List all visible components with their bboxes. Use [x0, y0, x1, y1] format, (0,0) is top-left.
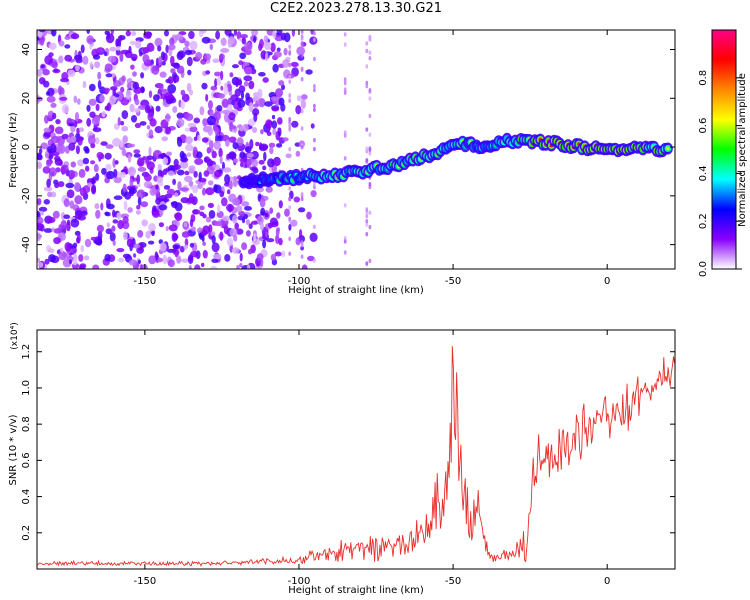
- y-tick-label: 0.4: [21, 489, 32, 505]
- colorbar-ticks: 0.0 0.2 0.4 0.6 0.8: [698, 70, 742, 277]
- x-tick-label: -50: [445, 276, 461, 287]
- colorbar-gradient: [711, 29, 737, 270]
- y-tick-label: -20: [21, 188, 32, 204]
- y-tick-label: 1.2: [21, 344, 32, 360]
- snr-y-axis: 0.2 0.4 0.6 0.8 1.0 1.2: [21, 344, 675, 541]
- snr-y-multiplier: (x10⁴): [10, 322, 20, 349]
- snr-x-axis: -150 -100 -50 0: [134, 330, 610, 587]
- spectrogram-panel: -150 -100 -50 0 -40 -20 0 20 40 Height of strai…: [8, 29, 676, 296]
- spectrogram-frame: [36, 29, 676, 270]
- spectrogram-y-axis: -40 -20 0 20 40: [21, 43, 675, 253]
- snr-panel: -150 -100 -50 0 0.2 0.4 0.6 0.8 1.0 1.2 Height o…: [8, 322, 676, 596]
- spectrogram-x-label: Height of straight line (km): [288, 285, 424, 296]
- colorbar-tick-label: 0.6: [698, 118, 709, 134]
- colorbar-tick-label: 0.2: [698, 213, 709, 229]
- snr-x-label: Height of straight line (km): [288, 585, 424, 596]
- colorbar-label: Normalized spectral amplitude: [737, 73, 748, 227]
- x-tick-label: 0: [604, 576, 610, 587]
- spectrogram-heatmap: [37, 30, 673, 269]
- y-tick-label: 20: [21, 92, 32, 105]
- colorbar-tick-label: 0.4: [698, 165, 709, 181]
- snr-y-label: SNR (10 * v/v): [8, 414, 19, 485]
- y-tick-label: 0.2: [21, 525, 32, 541]
- y-tick-label: 40: [21, 43, 32, 56]
- colorbar-tick-label: 0.8: [698, 70, 709, 86]
- x-tick-label: -50: [445, 576, 461, 587]
- x-tick-label: -150: [134, 276, 157, 287]
- y-tick-label: 0.8: [21, 416, 32, 432]
- y-tick-label: -40: [21, 236, 32, 252]
- snr-frame: [36, 329, 676, 570]
- y-tick-label: 1.0: [21, 380, 32, 396]
- spectrogram-x-axis: -150 -100 -50 0: [134, 30, 610, 287]
- colorbar-tick-label: 0.0: [698, 261, 709, 277]
- colorbar: 0.0 0.2 0.4 0.6 0.8 Normalized spectral ampl…: [698, 29, 748, 277]
- x-tick-label: -100: [288, 276, 311, 287]
- y-tick-label: 0: [21, 144, 32, 150]
- x-tick-label: -150: [134, 576, 157, 587]
- snr-series-line: [37, 346, 675, 567]
- x-tick-label: -100: [288, 576, 311, 587]
- x-tick-label: 0: [604, 276, 610, 287]
- spectrogram-y-label: Frequency (Hz): [8, 112, 19, 188]
- y-tick-label: 0.6: [21, 452, 32, 468]
- figure-title: C2E2.2023.278.13.30.G21: [269, 1, 443, 16]
